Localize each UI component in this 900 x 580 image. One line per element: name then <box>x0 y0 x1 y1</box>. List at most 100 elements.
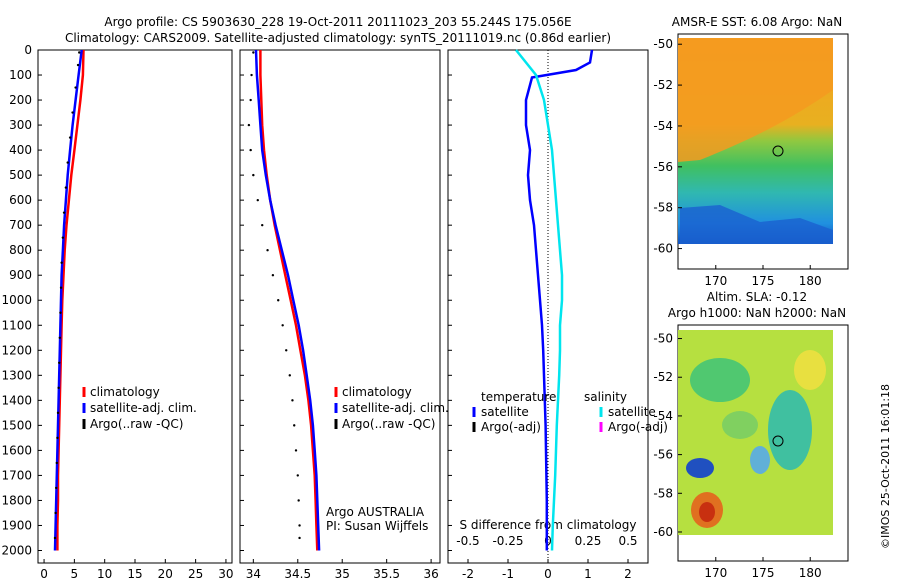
series-point-argo <box>250 73 253 77</box>
map-y-tick-label: -52 <box>653 370 673 384</box>
y-tick-label: 100 <box>9 68 32 82</box>
map-x-tick-label: 180 <box>799 274 822 288</box>
sst-map: AMSR-E SST: 6.08 Argo: NaN -50 -52 -54 -56 -… <box>653 15 849 288</box>
x-tick-label: 35 <box>335 567 350 580</box>
series-point-argo <box>60 261 63 264</box>
series-point-argo <box>61 236 65 239</box>
series-line-satellite <box>524 49 594 551</box>
y-tick-label: 1500 <box>1 418 32 432</box>
map-y-tick-label: -56 <box>653 448 673 462</box>
series-point-argo <box>78 51 81 54</box>
legend-label: Argo(-adj) <box>481 420 541 434</box>
map-x-tick-label: 175 <box>752 566 775 580</box>
series-point-argo <box>54 486 58 490</box>
legend-header-salinity: salinity <box>584 390 627 404</box>
x-tick-label: 20 <box>158 567 173 580</box>
x-tick-label: 1 <box>584 567 592 580</box>
x-tick-label: 10 <box>97 567 112 580</box>
series-point-argo <box>56 411 60 415</box>
x-tick-label: 30 <box>218 567 233 580</box>
map-y-tick-label: -60 <box>653 525 673 539</box>
map-y-tick-label: -52 <box>653 78 673 92</box>
series-point-argo <box>76 63 80 67</box>
series-point-argo <box>277 299 280 302</box>
y-tick-label: 1800 <box>1 493 32 507</box>
y-tick-label: 400 <box>9 143 32 157</box>
y-tick-label: 1400 <box>1 393 32 407</box>
y-tick-label: 500 <box>9 168 32 182</box>
legend-label: satellite <box>481 405 529 419</box>
sla-map-blob <box>699 502 715 522</box>
y-tick-label: 800 <box>9 243 32 257</box>
sla-map-blob <box>690 358 750 402</box>
plot-frame <box>447 49 649 564</box>
sla-map-blob <box>768 390 812 470</box>
y-tick-label: 200 <box>9 93 32 107</box>
series-point-argo <box>294 449 298 452</box>
sla-map-float-location <box>772 435 784 447</box>
x-tick-label: 2 <box>624 567 632 580</box>
series-point-argo <box>62 211 66 214</box>
sla-map-blob <box>750 446 770 474</box>
figure-title-line2: Climatology: CARS2009. Satellite-adjuste… <box>65 31 611 45</box>
legend-header-temperature: temperature <box>481 390 556 404</box>
sst-map-warm-region <box>678 38 833 162</box>
profile-panel-2: 3434.53535.536salinityclimatologysatelli… <box>239 49 449 580</box>
y-tick-label: 1300 <box>1 368 32 382</box>
sst-map-title: AMSR-E SST: 6.08 Argo: NaN <box>672 15 842 29</box>
map-y-tick-label: -54 <box>653 409 673 423</box>
map-x-tick-label: 170 <box>704 566 727 580</box>
series-point-argo <box>285 349 288 352</box>
series-point-argo <box>297 499 300 502</box>
series-line-satellite <box>515 49 564 551</box>
y-tick-label: 1200 <box>1 343 32 357</box>
series-point-argo <box>247 123 251 127</box>
plot-frame <box>37 49 233 564</box>
map-x-tick-label: 175 <box>752 274 775 288</box>
plot-frame <box>239 49 441 564</box>
series-point-argo <box>298 524 301 527</box>
series-point-argo <box>58 336 62 339</box>
map-y-tick-label: -60 <box>653 242 673 256</box>
legend-label: climatology <box>90 385 160 399</box>
sla-map-blob <box>686 458 714 478</box>
map-y-tick-label: -56 <box>653 160 673 174</box>
series-point-argo <box>256 198 259 202</box>
sst-map-cold-patch <box>680 205 833 244</box>
series-point-argo <box>249 148 252 152</box>
series-point-argo <box>68 136 72 139</box>
series-point-argo <box>296 474 299 477</box>
y-tick-label: 1600 <box>1 443 32 457</box>
legend-label: Argo(-adj) <box>608 420 668 434</box>
series-point-argo <box>64 186 68 189</box>
series-point-argo <box>266 248 269 252</box>
annotation-text: Argo AUSTRALIA <box>326 505 425 519</box>
series-point-argo <box>71 111 74 114</box>
series-point-argo <box>281 324 284 327</box>
top-tick-label: 0.5 <box>618 534 637 548</box>
series-point-argo <box>298 536 301 540</box>
series-point-argo <box>271 274 275 277</box>
legend-label: satellite <box>608 405 656 419</box>
x-tick-label: 34.5 <box>284 567 311 580</box>
y-tick-label: 700 <box>9 218 32 232</box>
map-y-tick-label: -54 <box>653 119 673 133</box>
map-y-tick-label: -50 <box>653 37 673 51</box>
series-point-argo <box>66 161 69 164</box>
legend-label: climatology <box>342 385 412 399</box>
series-point-argo <box>288 374 291 377</box>
sla-map: Altim. SLA: -0.12 Argo h1000: NaN h2000:… <box>653 290 849 580</box>
series-point-argo <box>252 51 255 54</box>
series-point-argo <box>58 361 61 365</box>
series-point-argo <box>293 424 296 427</box>
y-tick-label: 1700 <box>1 468 32 482</box>
series-point-argo <box>53 536 57 540</box>
y-tick-label: 300 <box>9 118 32 132</box>
annotation-text: PI: Susan Wijffels <box>326 519 428 533</box>
legend-label: satellite-adj. clim. <box>90 401 197 415</box>
series-point-argo <box>252 173 255 177</box>
map-y-tick-label: -58 <box>653 201 673 215</box>
series-line-satellite-adj-clim <box>254 49 321 551</box>
x-tick-label: -1 <box>502 567 514 580</box>
